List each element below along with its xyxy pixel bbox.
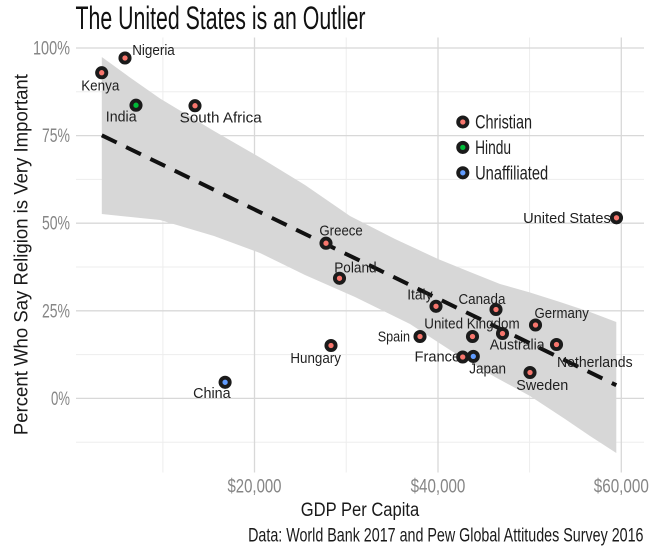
svg-text:Spain: Spain (378, 330, 410, 346)
svg-text:Australia: Australia (490, 338, 546, 354)
svg-text:United States: United States (523, 211, 611, 227)
svg-text:$20,000: $20,000 (228, 476, 282, 497)
svg-text:Hungary: Hungary (290, 351, 341, 367)
svg-text:Sweden: Sweden (516, 378, 568, 394)
svg-text:Japan: Japan (469, 362, 506, 378)
svg-text:Christian: Christian (475, 112, 532, 133)
svg-text:Netherlands: Netherlands (557, 355, 633, 371)
svg-text:Italy: Italy (407, 288, 433, 304)
svg-text:United Kingdom: United Kingdom (424, 317, 519, 333)
svg-text:Germany: Germany (535, 306, 590, 322)
svg-text:The United States is an Outlie: The United States is an Outlier (76, 0, 366, 36)
svg-text:Kenya: Kenya (81, 79, 120, 95)
svg-text:Poland: Poland (334, 260, 376, 276)
svg-text:GDP Per Capita: GDP Per Capita (301, 500, 420, 521)
svg-text:China: China (193, 386, 231, 402)
svg-text:Canada: Canada (459, 292, 507, 308)
svg-text:South Africa: South Africa (180, 111, 263, 127)
svg-text:50%: 50% (42, 214, 70, 235)
svg-text:$40,000: $40,000 (411, 476, 466, 497)
svg-text:Percent Who Say Religion is Ve: Percent Who Say Religion is Very Importa… (12, 73, 33, 435)
svg-text:$60,000: $60,000 (594, 476, 649, 497)
svg-text:France: France (415, 349, 461, 365)
svg-text:Hindu: Hindu (475, 138, 511, 159)
svg-text:Nigeria: Nigeria (132, 43, 175, 59)
svg-text:Greece: Greece (319, 224, 362, 240)
svg-text:Data: World Bank 2017 and Pew: Data: World Bank 2017 and Pew Global Att… (248, 525, 643, 546)
svg-text:0%: 0% (51, 389, 70, 410)
svg-text:100%: 100% (33, 39, 70, 60)
svg-text:25%: 25% (42, 301, 70, 322)
svg-text:India: India (106, 109, 138, 125)
svg-text:Unaffiliated: Unaffiliated (475, 164, 548, 185)
svg-text:75%: 75% (42, 126, 70, 147)
